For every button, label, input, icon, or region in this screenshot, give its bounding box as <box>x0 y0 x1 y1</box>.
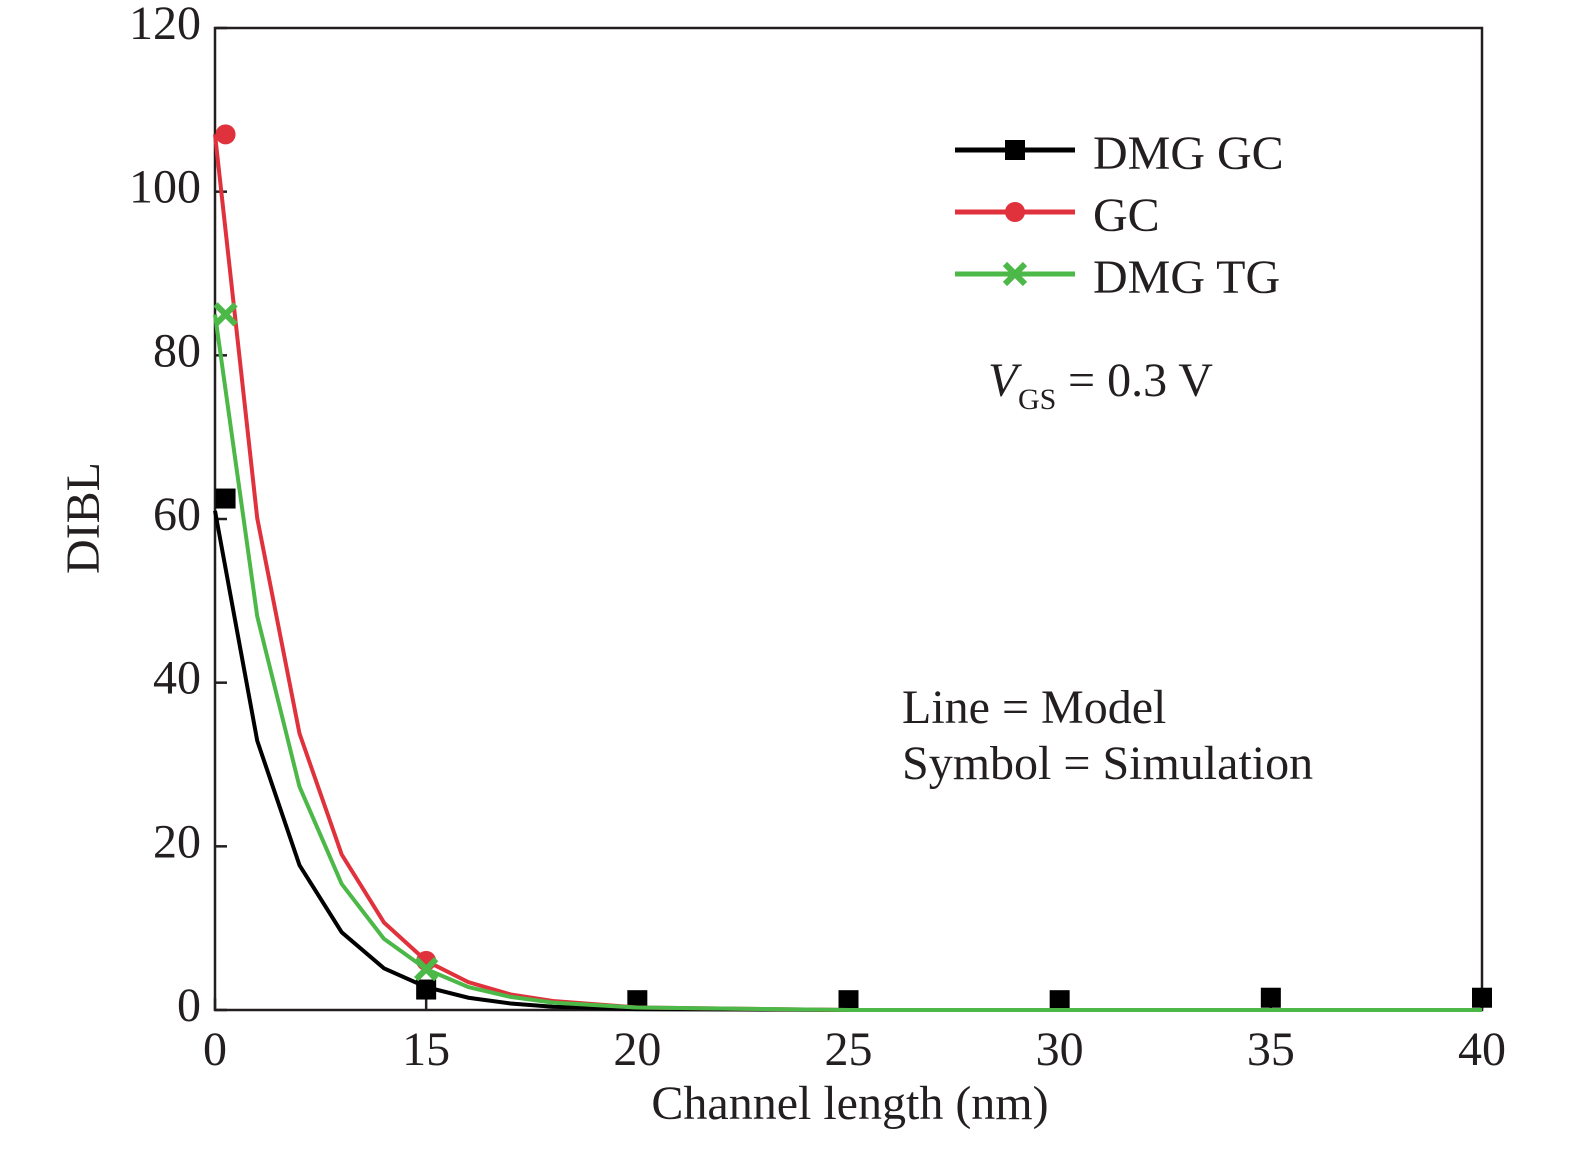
x-tick-label: 25 <box>825 1023 873 1076</box>
x-axis-label: Channel length (nm) <box>651 1077 1048 1130</box>
marker <box>838 990 859 1011</box>
marker <box>215 488 236 509</box>
y-tick-label: 20 <box>153 815 201 868</box>
y-tick-label: 120 <box>129 0 201 50</box>
marker <box>1049 990 1070 1011</box>
model-line <box>213 314 1482 1012</box>
legend-label: DMG GC <box>1093 127 1284 180</box>
x-tick-label: 35 <box>1247 1023 1295 1076</box>
y-tick-label: 60 <box>153 488 201 541</box>
legend-marker <box>1005 140 1025 160</box>
x-tick-label: 0 <box>203 1023 227 1076</box>
legend-label: GC <box>1093 189 1160 242</box>
annotation-subscript: GS <box>1018 383 1056 416</box>
legend-marker <box>1002 261 1028 287</box>
x-tick-label: 20 <box>613 1023 661 1076</box>
marker <box>414 956 439 982</box>
y-axis-label: DIBL <box>57 462 110 574</box>
x-tick-label: 15 <box>402 1023 450 1076</box>
y-tick-label: 80 <box>153 324 201 377</box>
y-tick-label: 0 <box>177 979 201 1032</box>
model-line <box>213 134 1482 1012</box>
y-tick-label: 40 <box>153 652 201 705</box>
annotation-note: Line = Model <box>902 681 1166 734</box>
annotation-note: Symbol = Simulation <box>902 737 1313 790</box>
legend-label: DMG TG <box>1093 251 1280 304</box>
marker <box>215 124 236 145</box>
marker <box>416 979 437 1000</box>
plot-frame <box>213 26 1484 1012</box>
marker <box>213 302 238 327</box>
marker <box>1260 987 1281 1008</box>
legend-marker <box>1005 202 1025 222</box>
x-tick-label: 40 <box>1458 1023 1506 1076</box>
marker <box>1472 987 1492 1008</box>
annotation-text: = 0.3 V <box>1068 354 1213 407</box>
y-tick-label: 100 <box>129 161 201 214</box>
annotation-symbol: V <box>988 354 1022 407</box>
x-tick-label: 30 <box>1036 1023 1084 1076</box>
